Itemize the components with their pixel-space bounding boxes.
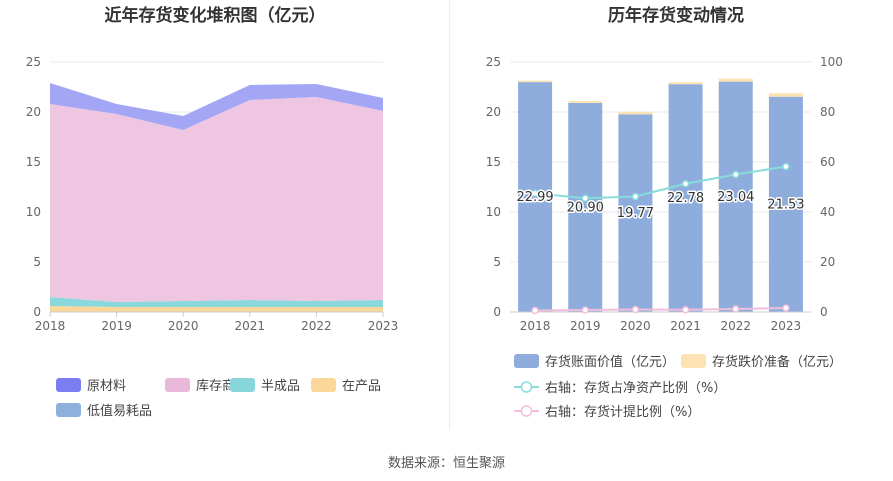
line-point xyxy=(631,192,640,201)
area-series-4 xyxy=(50,83,383,130)
legend-label: 右轴：存货计提比例（%） xyxy=(545,404,700,420)
data-source-footer: 数据来源：恒生聚源 xyxy=(387,456,505,471)
y-right-tick-label: 0 xyxy=(820,305,828,319)
line-point xyxy=(681,180,690,188)
bar-impairment-provision xyxy=(668,82,703,85)
x-tick-label: 2020 xyxy=(168,319,199,333)
y-left-tick-label: 0 xyxy=(493,305,501,319)
legend-swatch xyxy=(230,378,255,392)
line-point xyxy=(732,170,740,179)
legend-label: 原材料 xyxy=(87,379,126,394)
line-point xyxy=(681,306,690,314)
area-series-0 xyxy=(50,306,383,312)
left-chart-title: 近年存货变化堆积图（亿元） xyxy=(105,5,326,26)
y-right-tick-label: 20 xyxy=(820,255,835,269)
legend-line-marker xyxy=(520,405,533,417)
legend-label: 存货跌价准备（亿元） xyxy=(712,354,842,370)
x-tick-label: 2023 xyxy=(771,319,802,333)
legend-label: 低值易耗品 xyxy=(87,403,152,419)
x-tick-label: 2021 xyxy=(670,319,701,333)
bar-book-value xyxy=(768,96,803,312)
line-series-3 xyxy=(535,307,786,312)
y-left-tick-label: 10 xyxy=(486,205,501,219)
bar-book-value xyxy=(718,81,753,312)
legend-swatch xyxy=(56,378,81,392)
y-left-tick-label: 15 xyxy=(486,155,501,169)
bar-data-label: 19.77 xyxy=(617,206,654,221)
x-tick-label: 2023 xyxy=(368,319,399,333)
legend-swatch xyxy=(681,354,706,368)
bar-impairment-provision xyxy=(518,80,553,83)
legend-label: 存货账面价值（亿元） xyxy=(545,354,675,370)
bar-data-label: 22.78 xyxy=(667,191,704,206)
y-tick-label: 15 xyxy=(26,155,41,169)
x-tick-label: 2022 xyxy=(301,319,332,333)
bar-book-value xyxy=(518,82,553,312)
y-left-tick-label: 5 xyxy=(493,255,501,269)
y-right-tick-label: 60 xyxy=(820,155,835,169)
x-tick-label: 2019 xyxy=(570,319,601,333)
y-right-tick-label: 40 xyxy=(820,205,835,219)
line-point xyxy=(631,305,640,314)
bar-impairment-provision xyxy=(718,78,753,82)
line-point xyxy=(732,305,740,313)
bar-book-value xyxy=(668,84,703,312)
legend-label: 半成品 xyxy=(261,379,300,394)
legend-swatch xyxy=(165,378,190,392)
legend-swatch xyxy=(514,354,539,368)
line-series-2 xyxy=(534,165,787,200)
area-series-3 xyxy=(50,97,383,302)
line-point xyxy=(531,189,539,197)
left-stacked-area-chart: 近年存货变化堆积图（亿元） 0 5 10 15 20 25 2018 2019 2020 2021… xyxy=(26,5,399,419)
y-tick-label: 0 xyxy=(33,305,41,319)
y-right-tick-label: 100 xyxy=(820,55,843,69)
y-tick-label: 5 xyxy=(33,255,41,269)
x-tick-label: 2020 xyxy=(620,319,651,333)
bar-data-label: 23.04 xyxy=(717,190,754,205)
panel-divider xyxy=(449,0,450,430)
y-right-tick-label: 80 xyxy=(820,105,835,119)
bar-data-label: 22.99 xyxy=(516,190,553,205)
x-tick-label: 2022 xyxy=(720,319,751,333)
bar-data-label: 21.53 xyxy=(767,197,804,212)
legend-label: 右轴：存货占净资产比例（%） xyxy=(545,380,726,396)
line-point xyxy=(531,306,539,315)
bar-book-value xyxy=(568,103,603,312)
legend-line-marker xyxy=(520,381,533,393)
bar-impairment-provision xyxy=(768,93,803,97)
bar-impairment-provision xyxy=(568,101,603,103)
line-point xyxy=(581,306,589,314)
x-tick-label: 2019 xyxy=(101,319,132,333)
legend-swatch xyxy=(56,403,81,417)
bar-data-label: 20.90 xyxy=(567,201,604,216)
y-left-tick-label: 20 xyxy=(486,105,501,119)
line-point xyxy=(782,162,790,171)
right-chart-title: 历年存货变动情况 xyxy=(608,5,744,26)
line-point xyxy=(581,194,589,202)
x-tick-label: 2021 xyxy=(235,319,266,333)
right-bar-line-chart: 历年存货变动情况 0 5 10 15 20 25 0 20 40 60 80 100 2018 2019 2… xyxy=(486,5,843,420)
legend-swatch xyxy=(311,378,336,392)
x-tick-label: 2018 xyxy=(35,319,66,333)
y-tick-label: 20 xyxy=(26,105,41,119)
y-tick-label: 10 xyxy=(26,205,41,219)
bar-book-value xyxy=(618,114,653,312)
area-series-1 xyxy=(50,297,383,307)
bar-impairment-provision xyxy=(618,111,653,115)
y-left-tick-label: 25 xyxy=(486,55,501,69)
legend-label: 在产品 xyxy=(342,379,381,394)
line-point xyxy=(782,304,790,312)
x-tick-label: 2018 xyxy=(520,319,551,333)
y-tick-label: 25 xyxy=(26,55,41,69)
